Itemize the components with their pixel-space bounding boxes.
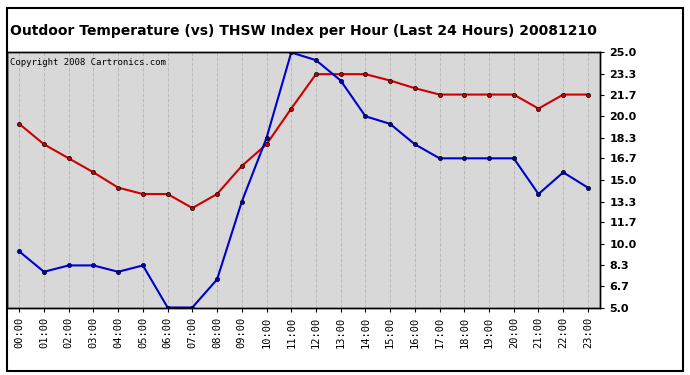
Text: Copyright 2008 Cartronics.com: Copyright 2008 Cartronics.com: [10, 58, 166, 67]
Text: Outdoor Temperature (vs) THSW Index per Hour (Last 24 Hours) 20081210: Outdoor Temperature (vs) THSW Index per …: [10, 24, 597, 38]
